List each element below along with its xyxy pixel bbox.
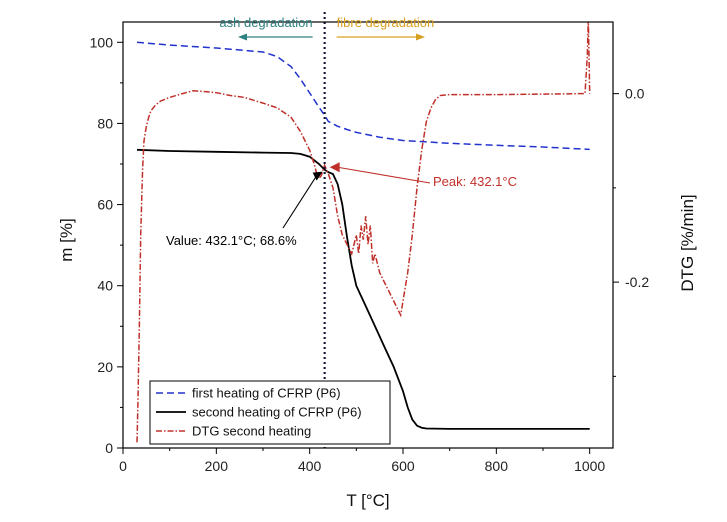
annotation-peak-label: Peak: 432.1°C: [433, 174, 517, 189]
y-tick-label: 80: [97, 115, 113, 131]
y-tick-label: 40: [97, 278, 113, 294]
y2-tick-label: 0.0: [625, 86, 645, 102]
legend-label-dtg-second-heating: DTG second heating: [192, 424, 311, 439]
legend-label-first-heating-of-cfrp-p6: first heating of CFRP (P6): [192, 386, 341, 401]
region-left-arrowhead: [238, 33, 247, 41]
y2-axis-label: DTG [%/min]: [678, 194, 697, 291]
x-tick-label: 200: [205, 458, 229, 474]
annotation-peak-leader: [337, 166, 431, 184]
series-dtg-second-heating-line: [136, 22, 591, 443]
y2-tick-label: -0.2: [625, 274, 649, 290]
x-tick-label: 600: [391, 458, 415, 474]
x-tick-label: 1000: [574, 458, 605, 474]
annotation-value-label: Value: 432.1°C; 68.6%: [166, 233, 297, 248]
plot-frame: [122, 21, 614, 449]
region-right-arrowhead: [416, 33, 425, 41]
y-tick-label: 0: [105, 440, 113, 456]
x-tick-label: 0: [119, 458, 127, 474]
legend-box: [149, 380, 391, 445]
x-axis-label: T [°C]: [346, 491, 389, 510]
x-tick-label: 800: [485, 458, 509, 474]
y-tick-label: 100: [90, 34, 114, 50]
region-right-label: fibre degradation: [337, 15, 435, 30]
y-tick-label: 60: [97, 197, 113, 213]
y-tick-label: 20: [97, 359, 113, 375]
series-first-heating-of-cfrp-p6-line: [136, 41, 590, 151]
series-second-heating-of-cfrp-p6-line: [136, 148, 590, 430]
y-axis-label: m [%]: [57, 218, 76, 261]
annotation-value-arrowhead: [312, 171, 323, 181]
legend-label-second-heating-of-cfrp-p6: second heating of CFRP (P6): [192, 405, 362, 420]
region-left-label: ash degradation: [219, 15, 312, 30]
annotation-value-leader: [282, 175, 318, 229]
x-tick-label: 400: [298, 458, 322, 474]
annotation-peak-arrowhead: [329, 162, 340, 173]
